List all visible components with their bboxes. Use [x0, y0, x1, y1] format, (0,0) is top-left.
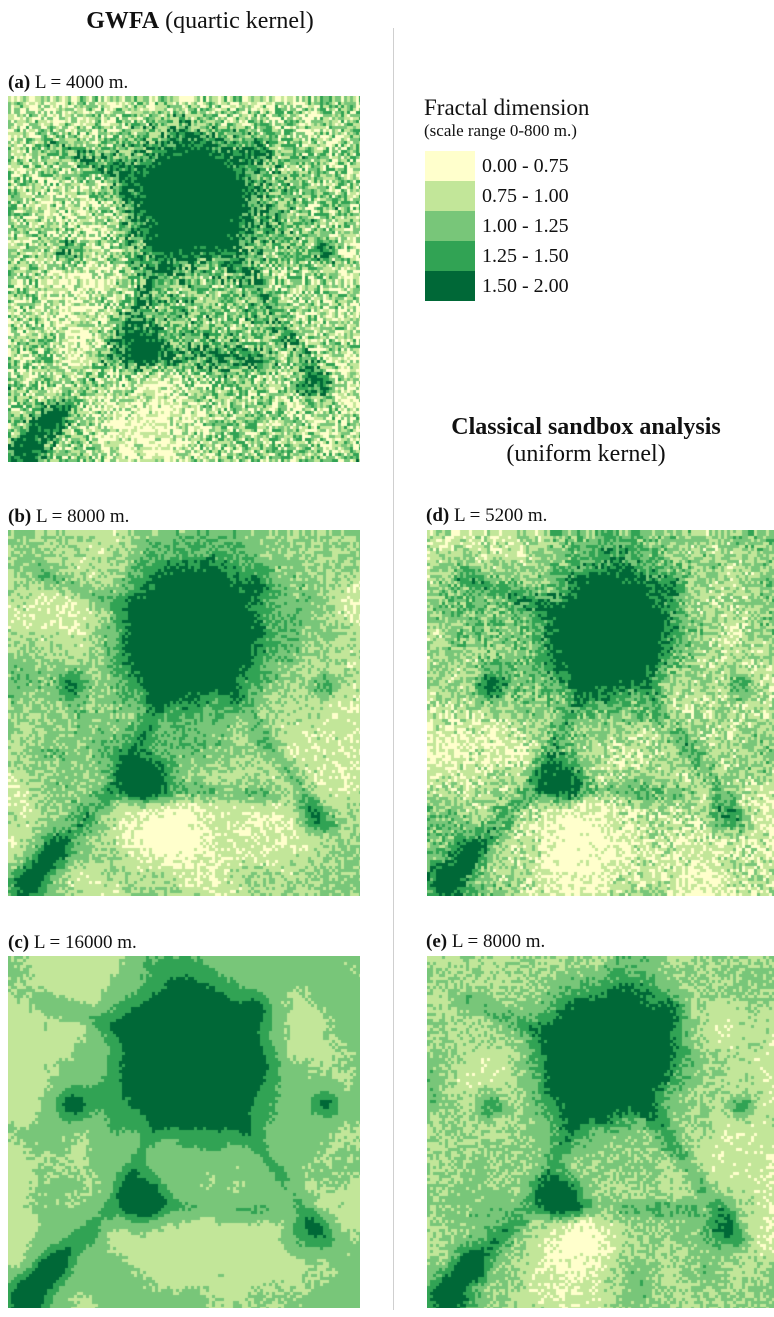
panel-a-tag: (a) [8, 72, 31, 93]
panel-d-tag: (d) [426, 505, 450, 526]
right-column-subheading: (uniform kernel) [506, 441, 666, 467]
right-column-heading: Classical sandbox analysis [420, 412, 752, 442]
fractal-map-c [8, 956, 360, 1308]
legend-swatch-5 [425, 271, 475, 301]
right-heading-bold: Classical sandbox analysis [451, 414, 721, 440]
panel-a-caption: L = 4000 m. [30, 72, 129, 93]
legend-label-1: 0.00 - 0.75 [482, 155, 569, 177]
panel-d-caption: L = 5200 m. [449, 505, 548, 526]
legend-label-3: 1.00 - 1.25 [482, 215, 569, 237]
left-heading-normal: (quartic kernel) [159, 8, 314, 34]
legend-title: Fractal dimension [424, 95, 590, 120]
legend-swatch-4 [425, 241, 475, 271]
legend-swatch-2 [425, 181, 475, 211]
panel-b-tag: (b) [8, 506, 32, 527]
left-column-heading: GWFA (quartic kernel) [20, 6, 380, 36]
fractal-map-d [427, 530, 774, 896]
legend-subtitle: (scale range 0-800 m.) [424, 121, 577, 140]
panel-b-caption: L = 8000 m. [31, 506, 130, 527]
legend-label-5: 1.50 - 2.00 [482, 275, 569, 297]
fractal-map-e [427, 956, 774, 1308]
panel-e-label: (e) L = 8000 m. [426, 931, 545, 953]
legend-swatch-3 [425, 211, 475, 241]
panel-c-label: (c) L = 16000 m. [8, 932, 137, 954]
column-divider [393, 28, 394, 1310]
panel-c-tag: (c) [8, 932, 30, 953]
legend-label-2: 0.75 - 1.00 [482, 185, 569, 207]
panel-e-caption: L = 8000 m. [447, 931, 546, 952]
panel-c-caption: L = 16000 m. [29, 932, 137, 953]
panel-b-label: (b) L = 8000 m. [8, 506, 129, 528]
panel-e-tag: (e) [426, 931, 448, 952]
legend-swatch-1 [425, 151, 475, 181]
panel-a-label: (a) L = 4000 m. [8, 72, 128, 94]
left-heading-bold: GWFA [86, 8, 160, 34]
fractal-map-a [8, 96, 360, 462]
panel-d-label: (d) L = 5200 m. [426, 505, 547, 527]
fractal-map-b [8, 530, 360, 896]
legend-label-4: 1.25 - 1.50 [482, 245, 569, 267]
